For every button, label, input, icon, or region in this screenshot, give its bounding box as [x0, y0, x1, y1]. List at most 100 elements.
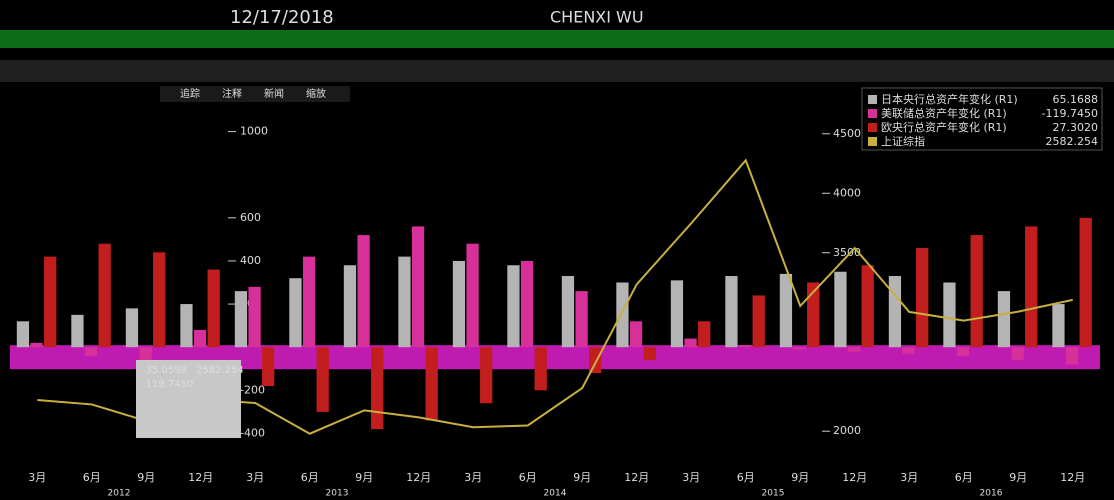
bar	[1025, 226, 1037, 347]
bar	[139, 347, 151, 360]
x-tick-label: 3月	[900, 471, 918, 484]
bar	[480, 347, 492, 403]
bar	[71, 315, 83, 347]
legend-value: 2582.254	[1046, 135, 1099, 148]
legend-name: 日本央行总资产年变化 (R1)	[881, 92, 1018, 106]
bar	[698, 321, 710, 347]
toolbar-button[interactable]: 追踪	[180, 87, 200, 100]
bar	[521, 261, 533, 347]
bar	[943, 283, 955, 348]
x-tick-label: 12月	[406, 471, 431, 484]
bar	[426, 347, 438, 420]
bar	[208, 270, 220, 348]
bar	[739, 345, 751, 347]
x-tick-label: 3月	[246, 471, 264, 484]
bar	[630, 321, 642, 347]
bar	[589, 347, 601, 373]
bar	[289, 278, 301, 347]
legend-name: 欧央行总资产年变化 (R1)	[881, 120, 1007, 134]
legend-swatch	[868, 95, 877, 104]
menu-bar	[0, 60, 1114, 82]
bar	[780, 274, 792, 347]
bar	[957, 347, 969, 356]
year-label: 2016	[980, 489, 1003, 499]
toolbar-button[interactable]: 注释	[222, 87, 242, 100]
screen: 12/17/2018 CHENXI WU 追踪注释新闻缩放-400-200200…	[0, 0, 1114, 500]
y-tick-label: 400	[240, 254, 261, 267]
toolbar-button[interactable]: 新闻	[264, 87, 284, 100]
bar	[671, 280, 683, 347]
legend-value: -119.7450	[1042, 107, 1098, 120]
bar	[30, 343, 42, 347]
bar	[44, 257, 56, 348]
bar	[535, 347, 547, 390]
bar	[85, 347, 97, 356]
legend-swatch	[868, 109, 877, 118]
year-label: 2014	[544, 489, 567, 499]
bar	[1052, 304, 1064, 347]
bar	[848, 347, 860, 351]
x-tick-label: 3月	[682, 471, 700, 484]
crosshair-readout: -119.7450	[142, 379, 193, 390]
y-tick-label: 600	[240, 211, 261, 224]
bar	[753, 295, 765, 347]
bar	[303, 257, 315, 348]
bar	[453, 261, 465, 347]
y2-tick-label: 2000	[833, 424, 861, 437]
x-tick-label: 12月	[188, 471, 213, 484]
legend-swatch	[868, 123, 877, 132]
user: CHENXI WU	[550, 8, 644, 27]
bar	[248, 287, 260, 347]
bar	[235, 291, 247, 347]
year-label: 2012	[108, 489, 131, 499]
legend-value: 27.3020	[1053, 121, 1099, 134]
bar	[644, 347, 656, 360]
x-tick-label: 9月	[1009, 471, 1027, 484]
x-tick-label: 9月	[355, 471, 373, 484]
legend-value: 65.1688	[1053, 93, 1099, 106]
bar	[412, 226, 424, 347]
x-tick-label: 3月	[464, 471, 482, 484]
bar	[371, 347, 383, 429]
bar	[684, 339, 696, 348]
bar	[862, 265, 874, 347]
y2-tick-label: 4500	[833, 127, 861, 140]
bar	[344, 265, 356, 347]
x-tick-label: 6月	[737, 471, 755, 484]
bar	[17, 321, 29, 347]
x-tick-label: 3月	[28, 471, 46, 484]
bar	[725, 276, 737, 347]
bar	[317, 347, 329, 412]
y-tick-label: 1000	[240, 125, 268, 138]
header-bar	[0, 30, 1114, 48]
bar	[357, 235, 369, 347]
x-tick-label: 6月	[519, 471, 537, 484]
bar	[194, 330, 206, 347]
bar	[1011, 347, 1023, 360]
bar	[889, 276, 901, 347]
bar	[126, 308, 138, 347]
bar	[575, 291, 587, 347]
bar	[1080, 218, 1092, 347]
bar	[616, 283, 628, 348]
y-tick-label: -200	[240, 383, 265, 396]
legend-name: 上证综指	[881, 134, 925, 148]
bar	[902, 347, 914, 353]
bar	[562, 276, 574, 347]
x-tick-label: 12月	[842, 471, 867, 484]
date: 12/17/2018	[230, 7, 334, 28]
x-tick-label: 9月	[573, 471, 591, 484]
bar	[466, 244, 478, 348]
legend-swatch	[868, 137, 877, 146]
bar	[1066, 347, 1078, 364]
bar	[916, 248, 928, 347]
crosshair-readout: -35.0598	[142, 365, 187, 376]
bar	[507, 265, 519, 347]
bar	[262, 347, 274, 386]
x-tick-label: 6月	[83, 471, 101, 484]
bar	[153, 252, 165, 347]
x-tick-label: 12月	[624, 471, 649, 484]
x-tick-label: 9月	[791, 471, 809, 484]
bar	[834, 272, 846, 347]
toolbar-button[interactable]: 缩放	[306, 87, 326, 100]
